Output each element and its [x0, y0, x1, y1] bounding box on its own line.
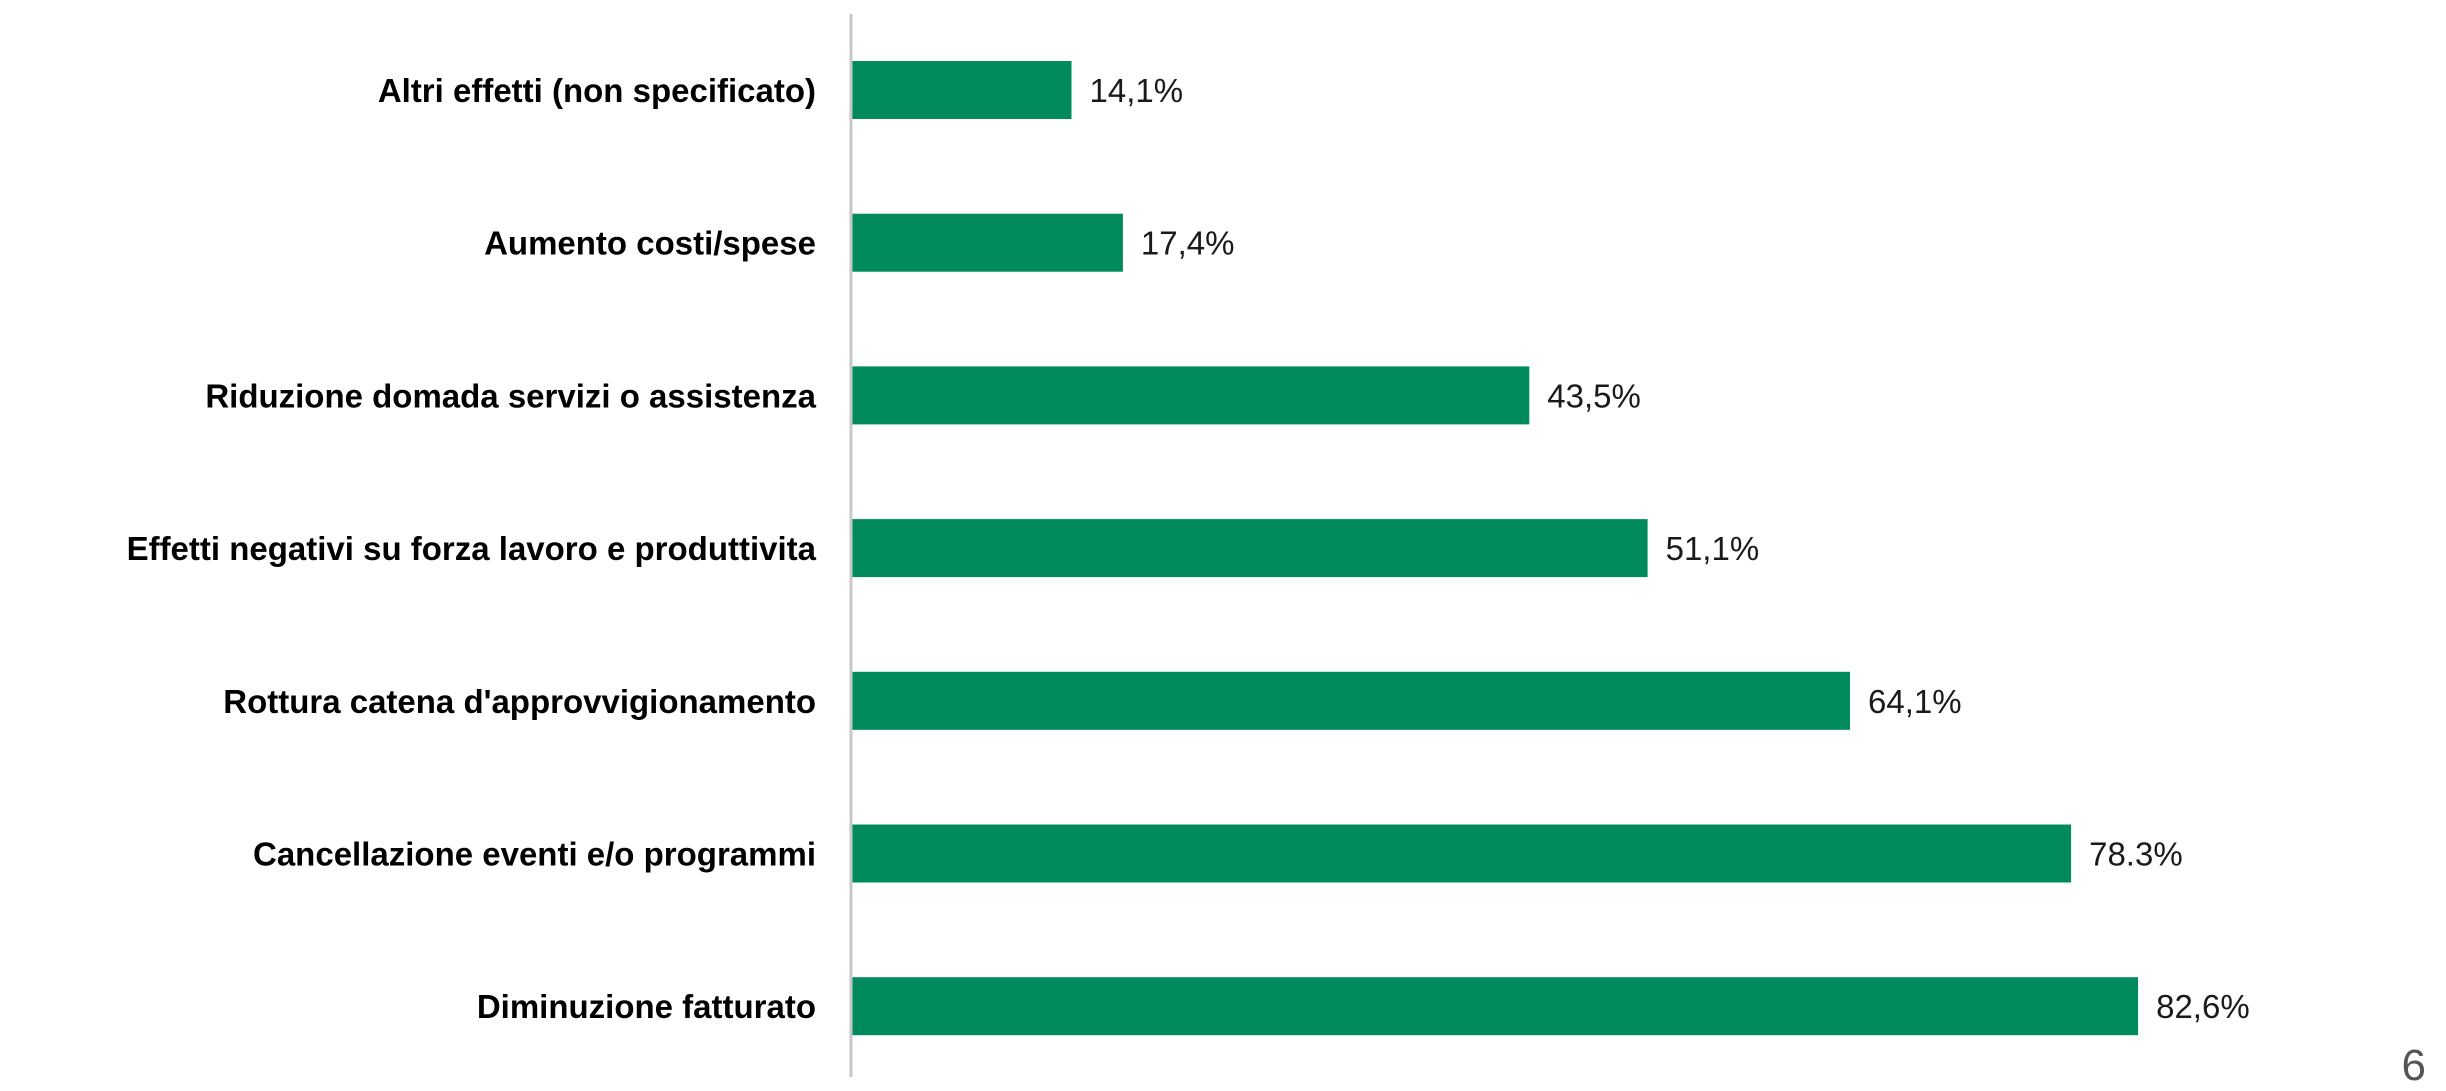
value-label: 14,1%: [1090, 72, 1184, 109]
value-label: 17,4%: [1141, 225, 1235, 262]
bar: [852, 977, 2139, 1036]
category-label: Aumento costi/spese: [484, 225, 816, 262]
category-label: Diminuzione fatturato: [477, 988, 816, 1025]
category-label: Riduzione domada servizi o assistenza: [205, 377, 816, 414]
category-label: Altri effetti (non specificato): [378, 72, 816, 109]
value-label: 43,5%: [1547, 377, 1641, 414]
bar: [852, 671, 1850, 730]
bar: [852, 61, 1072, 119]
category-label: Cancellazione eventi e/o programmi: [253, 836, 816, 873]
value-label: 82,6%: [2156, 988, 2250, 1025]
bar: [852, 519, 1648, 578]
category-label: Effetti negativi su forza lavoro e produ…: [127, 530, 817, 567]
bar: [852, 213, 1123, 272]
bar: [852, 824, 2072, 883]
value-label: 78.3%: [2089, 836, 2183, 873]
bar: [852, 366, 1530, 425]
category-label: Rottura catena d'approvvigionamento: [223, 683, 816, 720]
value-label: 64,1%: [1868, 683, 1962, 720]
value-label: 51,1%: [1666, 530, 1760, 567]
page-number: 6: [2401, 1041, 2426, 1090]
